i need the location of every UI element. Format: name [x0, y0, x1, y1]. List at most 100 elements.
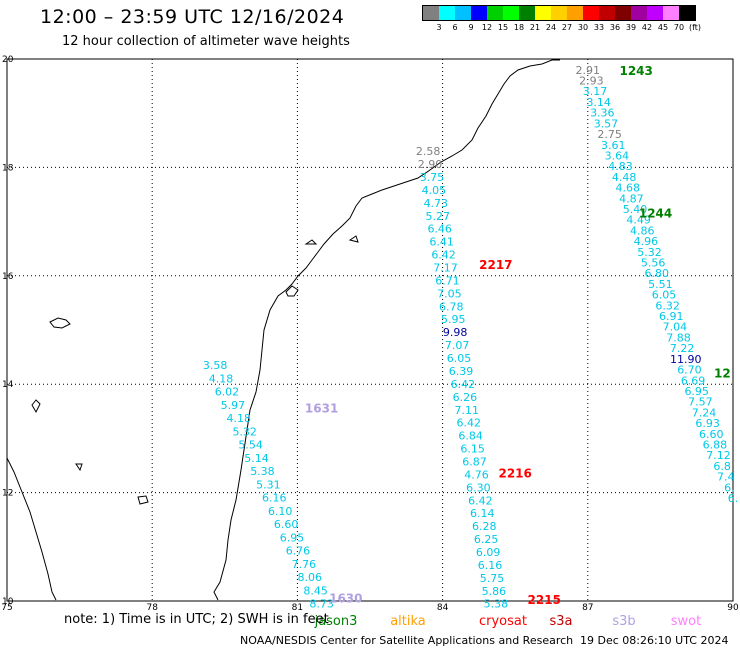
swh-value-label: 7.05: [437, 287, 462, 300]
swh-value-label: 6.32: [655, 299, 680, 312]
swh-value-label: 9.98: [443, 326, 468, 339]
swh-value-label: 2.58: [416, 145, 441, 158]
y-tick-label: 16: [2, 272, 14, 282]
swh-value-label: 6.42: [451, 378, 476, 391]
y-tick-label: 18: [2, 163, 14, 173]
coastline: [6, 59, 560, 601]
swh-value-label: 6.05: [652, 289, 677, 302]
legend-altika: altika: [390, 614, 426, 629]
swh-value-label: 6.46: [427, 223, 452, 236]
swh-value-label: 6.41: [429, 236, 454, 249]
swh-value-label: 8.06: [298, 571, 323, 584]
swh-value-label: 6.15: [460, 443, 485, 456]
swh-value-label: 7.4: [717, 471, 735, 484]
scale-label: 3: [436, 23, 442, 32]
swh-value-label: 8.45: [303, 584, 328, 597]
swh-value-label: 7.24: [692, 406, 717, 419]
swh-value-label: 3.61: [601, 139, 626, 152]
swh-value-label: 6.93: [695, 417, 720, 430]
axis-tick-labels: 75 78 81 84 87 90 20 18 16 14 12 10: [1, 55, 739, 613]
swh-value-label: 6.95: [684, 385, 709, 398]
pass-id-labels: 2215 2216 2217 1630 1631 1243 1244 12: [305, 64, 731, 607]
swh-value-label: 6.: [724, 481, 735, 494]
swh-value-label: 6.25: [474, 533, 499, 546]
pass-number-label: 1630: [329, 591, 362, 605]
units-note: note: 1) Time is in UTC; 2) SWH is in fe…: [64, 612, 329, 627]
y-tick-label: 20: [2, 55, 14, 65]
swh-value-label: 3.58: [203, 359, 228, 372]
scale-label: 21: [529, 23, 541, 32]
swh-value-label: 6.80: [645, 267, 670, 280]
swh-value-label: 5.95: [441, 313, 466, 326]
scale-label: 39: [625, 23, 637, 32]
river-mouth: [304, 239, 318, 245]
swh-value-label: 7.12: [706, 449, 731, 462]
x-tick-label: 75: [1, 603, 12, 613]
swh-value-label: 5.56: [641, 257, 666, 270]
swh-value-label: 3.64: [605, 149, 630, 162]
page-title: 12:00 – 23:59 UTC 12/16/2024: [40, 6, 345, 28]
legend-s3b: s3b: [612, 614, 635, 629]
swh-value-label: 5.38: [250, 465, 275, 478]
swh-value-label: 6.71: [435, 274, 460, 287]
swh-value-label: 7.04: [663, 321, 688, 334]
west-india-coast: [6, 457, 57, 601]
swh-value-label: 4.18: [209, 372, 234, 385]
scale-swatch: [503, 6, 519, 20]
scale-label: 70: [673, 23, 685, 32]
legend-jason3: jason3: [314, 614, 358, 629]
pass-number-label: 1631: [305, 402, 338, 416]
scale-swatch: [551, 6, 567, 20]
swh-value-label: 5.32: [232, 425, 257, 438]
swh-value-label: 6.42: [431, 249, 456, 262]
island-shape: [137, 495, 149, 505]
scale-swatch: [583, 6, 599, 20]
scale-swatch: [487, 6, 503, 20]
scale-swatch: [519, 6, 535, 20]
river-mouth: [348, 235, 359, 243]
pass-number-label: 1243: [619, 64, 652, 78]
legend-s3a: s3a: [549, 614, 572, 629]
swh-value-label: 7.17: [433, 262, 458, 275]
legend-swot: swot: [671, 614, 701, 629]
swh-value-label: 3.36: [590, 107, 615, 120]
scale-label: 15: [497, 23, 509, 32]
swh-value-label: 6.60: [274, 518, 299, 531]
color-scale-labels: 3 6 9 12 15 18 21 24 27 30 33 36 39 42 45 70 (ft): [422, 21, 701, 33]
swh-value-label: 3.57: [594, 117, 619, 130]
swh-value-label: 6.60: [699, 428, 724, 441]
legend-cryosat: cryosat: [479, 614, 527, 629]
scale-label: 33: [593, 23, 605, 32]
swh-value-label: 6.26: [453, 391, 478, 404]
swh-value-label: 7.57: [688, 396, 713, 409]
swh-value-label: 11.90: [670, 353, 702, 366]
scale-swatch: [455, 6, 471, 20]
swh-value-label: 6.70: [677, 364, 702, 377]
scale-label: 24: [545, 23, 557, 32]
pass-number-label: 12: [714, 366, 731, 380]
swh-value-label: 7.22: [670, 342, 695, 355]
scale-label: 6: [452, 23, 458, 32]
scale-label: (ft): [688, 23, 702, 32]
color-scale-legend: 3 6 9 12 15 18 21 24 27 30 33 36 39 42 45 70 (ft): [422, 5, 701, 33]
swh-value-label: 2.91: [576, 64, 601, 77]
x-tick-label: 81: [292, 603, 303, 613]
swh-value-label: 5.40: [623, 203, 648, 216]
swh-value-label: 6.95: [280, 531, 305, 544]
swh-value-label: 6.42: [468, 494, 493, 507]
island-shape: [49, 317, 71, 329]
generated-timestamp: 19 Dec 08:26:10 UTC 2024: [580, 634, 729, 647]
scale-swatch: [535, 6, 551, 20]
island-shape: [75, 463, 83, 472]
pass-number-label: 2216: [498, 467, 531, 481]
swh-value-label: 6.87: [462, 455, 487, 468]
swh-value-label: 6.28: [472, 520, 497, 533]
swh-value-label: 5.97: [221, 399, 246, 412]
page-subtitle: 12 hour collection of altimeter wave hei…: [62, 34, 350, 49]
swh-value-label: 6.05: [447, 352, 472, 365]
scale-swatch: [471, 6, 487, 20]
swh-value-label: 5.27: [426, 210, 451, 223]
scale-swatch: [439, 6, 455, 20]
